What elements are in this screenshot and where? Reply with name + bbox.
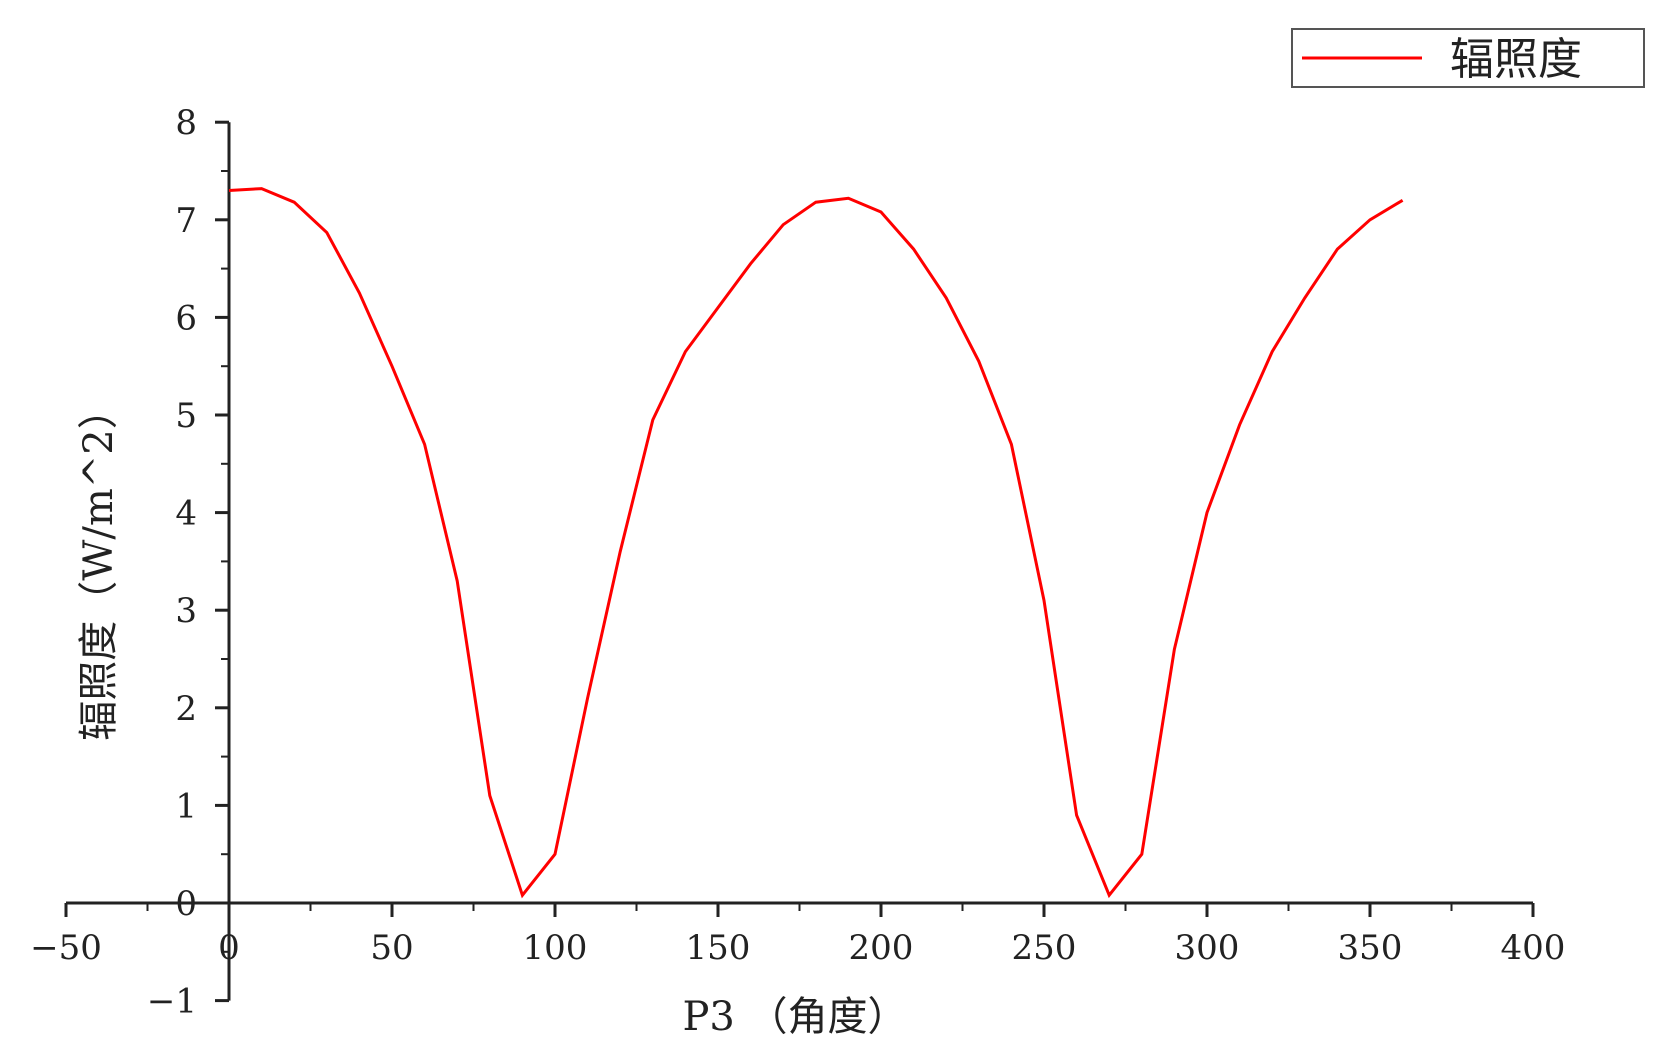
y-tick-label: 1 bbox=[175, 786, 197, 826]
x-tick-label: 250 bbox=[1012, 928, 1077, 968]
y-tick-label: −1 bbox=[147, 982, 197, 1022]
y-tick-label: 8 bbox=[175, 103, 197, 143]
x-tick-label: −50 bbox=[30, 928, 102, 968]
y-tick-label: 2 bbox=[175, 689, 197, 729]
x-axis-title: P3 （角度） bbox=[682, 994, 907, 1040]
x-tick-label: 200 bbox=[849, 928, 914, 968]
x-tick-label: 150 bbox=[686, 928, 751, 968]
x-tick-label: 50 bbox=[370, 928, 413, 968]
x-tick-label: 100 bbox=[523, 928, 588, 968]
legend-label: 辐照度 bbox=[1450, 34, 1582, 85]
y-tick-label: 6 bbox=[175, 298, 197, 338]
y-axis-title: 辐照度（W/m^2） bbox=[76, 389, 122, 740]
y-axis: −1 0 1 2 3 4 5 6 7 8 bbox=[147, 103, 231, 1022]
y-tick-label: 5 bbox=[175, 396, 197, 436]
x-tick-label: 350 bbox=[1338, 928, 1403, 968]
y-tick-label: 0 bbox=[175, 884, 197, 924]
legend: 辐照度 bbox=[1291, 28, 1645, 88]
y-tick-label: 7 bbox=[175, 201, 197, 241]
series-line-0 bbox=[228, 187, 1404, 899]
x-axis: −50050100150200250300350400 bbox=[30, 901, 1566, 968]
data-series bbox=[228, 187, 1404, 899]
x-tick-label: 400 bbox=[1501, 928, 1566, 968]
y-tick-label: 4 bbox=[175, 494, 197, 534]
y-tick-label: 3 bbox=[175, 591, 197, 631]
x-tick-label: 300 bbox=[1175, 928, 1240, 968]
